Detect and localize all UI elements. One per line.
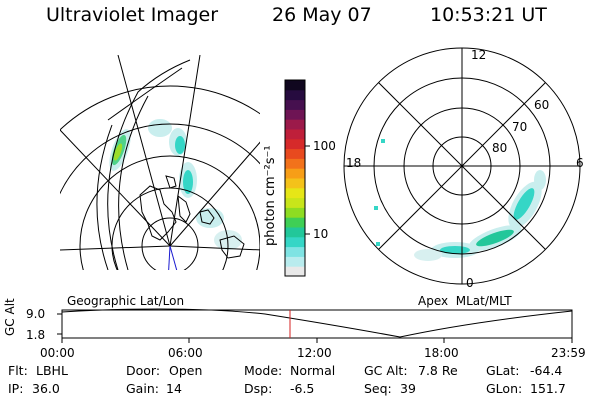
info-gcalt-label: GC Alt: bbox=[364, 363, 408, 378]
altitude-xtick-0600: 06:00 bbox=[168, 346, 203, 360]
info-seq-value: 39 bbox=[400, 381, 416, 396]
colorbar-band bbox=[285, 80, 305, 91]
mlt-label-6: 6 bbox=[576, 156, 584, 170]
lat-label-70: 70 bbox=[512, 120, 528, 134]
colorbar-band bbox=[285, 129, 305, 140]
altitude-xtick-1200: 12:00 bbox=[297, 346, 332, 360]
info-mode-label: Mode: bbox=[244, 363, 283, 378]
info-gain-label: Gain: bbox=[126, 381, 159, 396]
info-ip-value: 36.0 bbox=[32, 381, 60, 396]
right-aurora bbox=[374, 139, 546, 261]
lat-label-60: 60 bbox=[534, 98, 550, 112]
colorbar-tick-label-100: 100 bbox=[313, 139, 336, 153]
colorbar-band bbox=[285, 138, 305, 150]
altitude-plot bbox=[57, 308, 573, 343]
colorbar-band bbox=[285, 227, 305, 238]
info-dsp-label: Dsp: bbox=[244, 381, 273, 396]
colorbar-band bbox=[285, 99, 305, 110]
colorbar-band bbox=[285, 168, 305, 179]
altitude-xtick-2359: 23:59 bbox=[551, 346, 586, 360]
colorbar-band bbox=[285, 236, 305, 248]
colorbar-band bbox=[285, 256, 305, 267]
colorbar-band bbox=[285, 187, 305, 199]
info-dsp-value: -6.5 bbox=[290, 381, 315, 396]
colorbar-band bbox=[285, 266, 305, 277]
mlt-label-0: 0 bbox=[466, 276, 474, 290]
info-glat-value: -64.4 bbox=[530, 363, 563, 378]
info-flt-label: Flt: bbox=[8, 363, 28, 378]
altitude-xtick-1800: 18:00 bbox=[424, 346, 459, 360]
info-door-value: Open bbox=[169, 363, 203, 378]
geographic-map bbox=[60, 55, 260, 270]
colorbar-band bbox=[285, 148, 305, 159]
colorbar-band bbox=[285, 178, 305, 189]
instrument-title: Ultraviolet Imager bbox=[46, 4, 219, 26]
info-mode-value: Normal bbox=[290, 363, 336, 378]
lat-label-80: 80 bbox=[492, 141, 508, 155]
time-label: 10:53:21 UT bbox=[430, 4, 547, 26]
info-glon-label: GLon: bbox=[486, 381, 523, 396]
color-bar bbox=[284, 79, 306, 277]
colorbar-band bbox=[285, 197, 305, 208]
info-door-label: Door: bbox=[126, 363, 161, 378]
date-label: 26 May 07 bbox=[272, 4, 372, 26]
colorbar-band bbox=[285, 158, 305, 169]
mlt-label-12: 12 bbox=[471, 48, 487, 62]
altitude-curve bbox=[61, 308, 573, 338]
colorbar-tick-label-10: 10 bbox=[313, 227, 329, 241]
info-glat-label: GLat: bbox=[486, 363, 520, 378]
altitude-ytick-9: 9.0 bbox=[26, 307, 46, 321]
info-ip-label: IP: bbox=[8, 381, 24, 396]
colorbar-band bbox=[285, 207, 305, 218]
polar-map bbox=[343, 47, 581, 285]
colorbar-band bbox=[285, 109, 305, 120]
colorbar-unit-label: photon cm⁻²s⁻¹ bbox=[263, 145, 278, 246]
info-gain-value: 14 bbox=[166, 381, 182, 396]
info-flt-value: LBHL bbox=[36, 363, 68, 378]
info-gcalt-value: 7.8 Re bbox=[418, 363, 458, 378]
left-aurora bbox=[109, 119, 242, 250]
altitude-ylabel: GC Alt bbox=[3, 298, 17, 336]
colorbar-band bbox=[285, 119, 305, 130]
left-map-caption: Geographic Lat/Lon bbox=[67, 294, 185, 308]
info-seq-label: Seq: bbox=[364, 381, 392, 396]
colorbar-band bbox=[285, 217, 305, 228]
mlt-label-18: 18 bbox=[346, 156, 362, 170]
colorbar-band bbox=[285, 246, 305, 257]
altitude-xtick-0000: 00:00 bbox=[40, 346, 75, 360]
colorbar-band bbox=[285, 89, 305, 101]
altitude-ytick-1: 1.8 bbox=[26, 328, 46, 342]
info-glon-value: 151.7 bbox=[530, 381, 566, 396]
right-map-caption: Apex MLat/MLT bbox=[418, 294, 512, 308]
